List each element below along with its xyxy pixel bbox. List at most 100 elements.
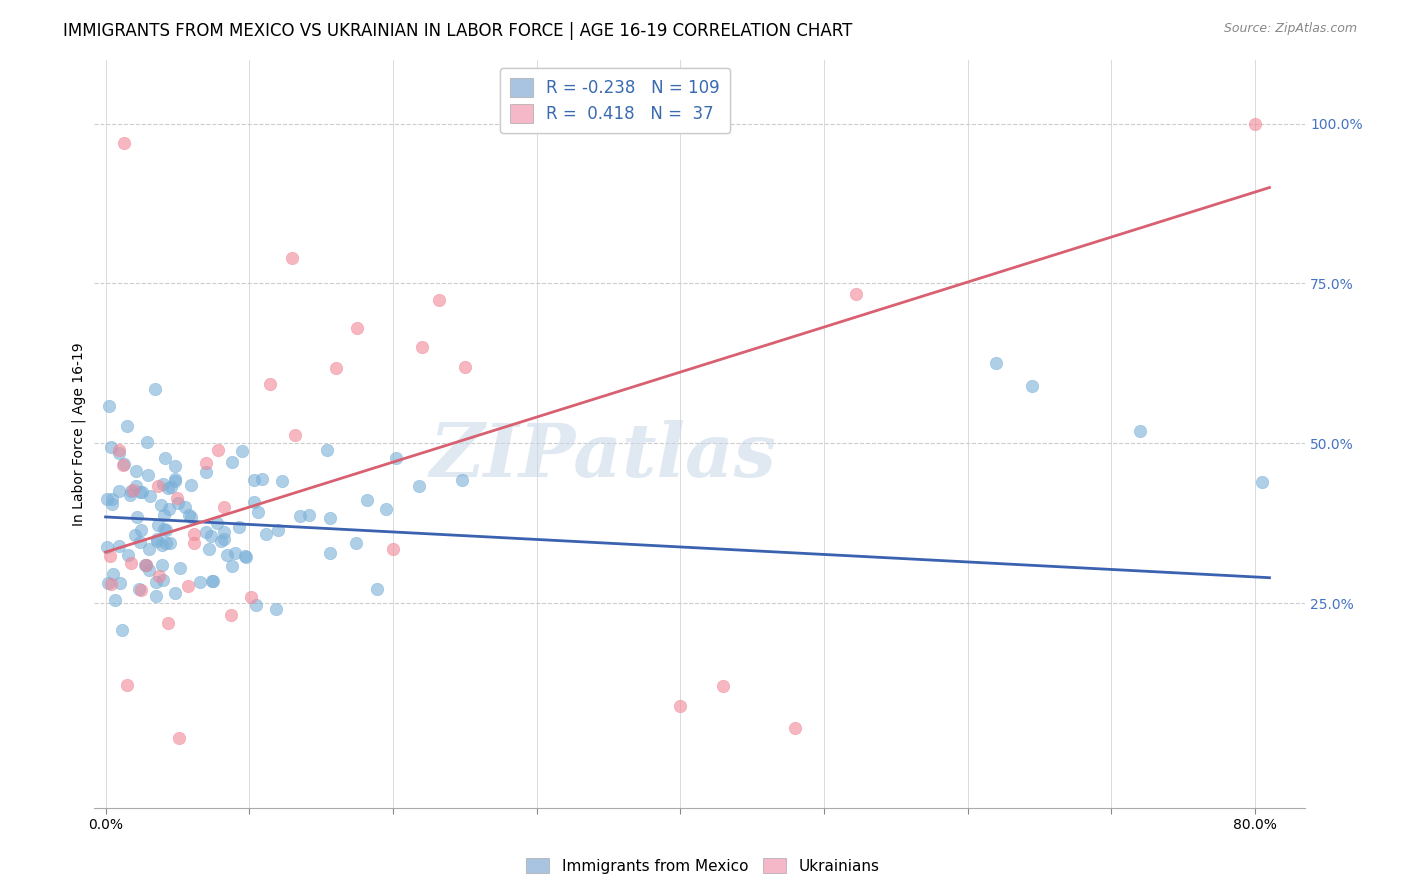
Point	[259, 377, 281, 392]
Point	[107, 483, 129, 498]
Point	[180, 478, 202, 492]
Point	[212, 500, 235, 515]
Point	[159, 535, 181, 549]
Point	[157, 501, 180, 516]
Point	[319, 547, 342, 561]
Point	[101, 497, 124, 511]
Point	[138, 541, 160, 556]
Point	[207, 442, 229, 457]
Point	[110, 575, 132, 590]
Point	[118, 488, 141, 502]
Point	[125, 464, 148, 478]
Point	[281, 251, 304, 265]
Point	[183, 535, 205, 549]
Point	[129, 582, 152, 597]
Point	[231, 443, 253, 458]
Point	[195, 465, 218, 479]
Point	[96, 541, 118, 555]
Point	[108, 442, 131, 457]
Point	[194, 524, 217, 539]
Point	[152, 573, 174, 587]
Point	[155, 535, 177, 549]
Point	[135, 558, 157, 572]
Point	[1244, 117, 1267, 131]
Point	[221, 608, 243, 623]
Point	[201, 574, 224, 588]
Point	[128, 582, 150, 596]
Point	[250, 473, 273, 487]
Point	[183, 527, 205, 541]
Point	[845, 287, 868, 301]
Point	[385, 450, 408, 465]
Point	[125, 479, 148, 493]
Point	[98, 549, 121, 563]
Point	[101, 491, 124, 506]
Point	[146, 533, 169, 548]
Point	[120, 483, 142, 498]
Point	[104, 593, 127, 607]
Point	[146, 532, 169, 546]
Point	[129, 523, 152, 537]
Point	[111, 623, 134, 637]
Point	[245, 598, 267, 612]
Point	[150, 538, 173, 552]
Point	[155, 523, 177, 537]
Point	[451, 473, 474, 487]
Point	[131, 485, 153, 500]
Point	[246, 505, 269, 519]
Point	[148, 569, 170, 583]
Point	[108, 539, 131, 553]
Point	[120, 556, 142, 570]
Point	[785, 721, 807, 735]
Point	[454, 359, 477, 374]
Text: ZIPatlas: ZIPatlas	[429, 420, 776, 492]
Point	[121, 483, 143, 497]
Point	[1129, 424, 1152, 438]
Point	[157, 615, 180, 630]
Point	[129, 485, 152, 500]
Point	[166, 491, 188, 505]
Point	[233, 549, 256, 564]
Point	[112, 458, 135, 472]
Point	[135, 558, 157, 573]
Point	[117, 549, 139, 563]
Point	[115, 419, 138, 434]
Point	[266, 524, 288, 538]
Point	[163, 472, 186, 486]
Point	[159, 480, 181, 494]
Point	[1021, 379, 1043, 393]
Text: IMMIGRANTS FROM MEXICO VS UKRAINIAN IN LABOR FORCE | AGE 16-19 CORRELATION CHART: IMMIGRANTS FROM MEXICO VS UKRAINIAN IN L…	[63, 22, 852, 40]
Point	[143, 382, 166, 396]
Point	[200, 529, 222, 543]
Point	[669, 698, 692, 713]
Point	[270, 474, 292, 488]
Point	[155, 451, 177, 466]
Point	[290, 508, 312, 523]
Point	[169, 731, 191, 745]
Point	[156, 481, 179, 495]
Point	[381, 542, 404, 557]
Point	[127, 509, 149, 524]
Point	[374, 501, 396, 516]
Point	[198, 542, 221, 557]
Point	[366, 582, 388, 596]
Point	[150, 558, 173, 572]
Point	[139, 489, 162, 503]
Text: Source: ZipAtlas.com: Source: ZipAtlas.com	[1223, 22, 1357, 36]
Point	[298, 508, 321, 523]
Point	[344, 535, 367, 549]
Point	[986, 356, 1008, 370]
Legend: R = -0.238   N = 109, R =  0.418   N =  37: R = -0.238 N = 109, R = 0.418 N = 37	[499, 68, 730, 133]
Point	[97, 575, 120, 590]
Point	[136, 467, 159, 482]
Point	[129, 535, 152, 549]
Point	[221, 455, 243, 469]
Point	[135, 435, 157, 450]
Point	[145, 590, 167, 604]
Point	[713, 680, 735, 694]
Point	[356, 492, 378, 507]
Point	[112, 457, 135, 471]
Point	[228, 520, 250, 534]
Point	[115, 678, 138, 692]
Point	[169, 561, 191, 575]
